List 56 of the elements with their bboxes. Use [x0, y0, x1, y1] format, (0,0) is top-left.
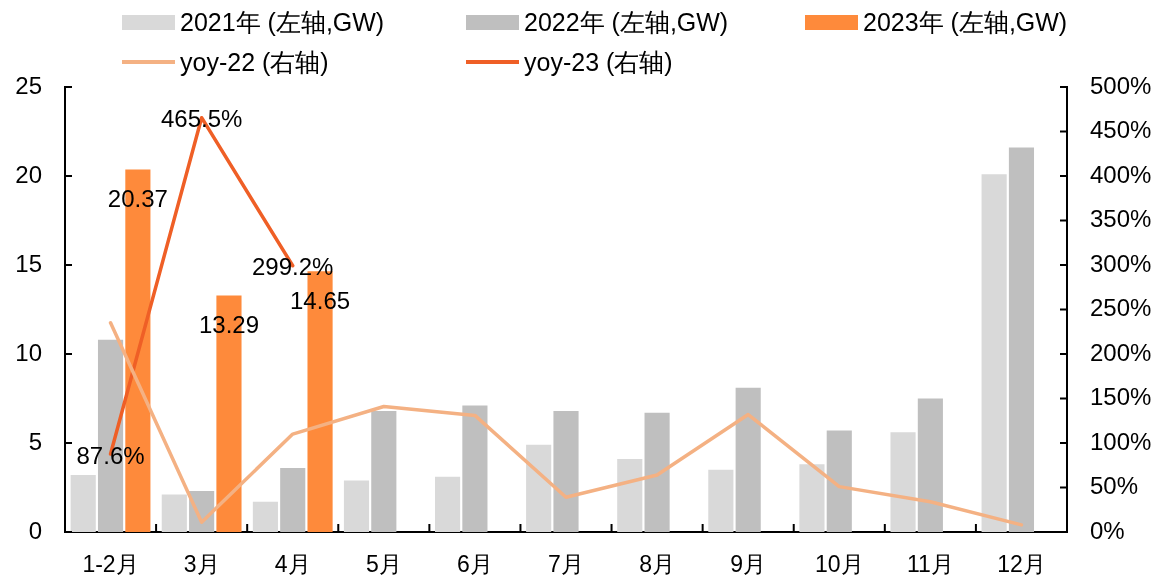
bar	[708, 469, 734, 532]
y-tick-label: 0	[28, 516, 42, 544]
bar	[735, 387, 761, 532]
legend-label: 2023年 (左轴,GW)	[863, 6, 1068, 38]
legend-label: 2021年 (左轴,GW)	[180, 6, 385, 38]
y2-tick-label: 300%	[1090, 249, 1152, 277]
x-tick-label: 3月	[183, 551, 220, 578]
y-tick-label: 5	[28, 427, 42, 455]
y2-tick-label: 350%	[1090, 205, 1152, 233]
y2-tick-label: 200%	[1090, 338, 1152, 366]
x-tick-label: 8月	[639, 551, 675, 578]
bar	[343, 480, 370, 532]
y2-tick-label: 250%	[1090, 294, 1152, 322]
bar	[617, 459, 643, 532]
y2-tick-label: 500%	[1090, 71, 1152, 99]
y2-tick-label: 0%	[1090, 516, 1125, 544]
legend-label: yoy-23 (右轴)	[524, 46, 673, 78]
bar	[1008, 147, 1035, 532]
x-tick-label: 10月	[814, 551, 864, 578]
bar	[826, 430, 852, 532]
bar	[161, 494, 187, 532]
bar	[526, 444, 552, 532]
bar	[371, 410, 397, 532]
y-tick-label: 20	[15, 160, 42, 188]
data-label: 465.5%	[160, 105, 243, 133]
x-tick-label: 6月	[457, 551, 493, 578]
y-tick-label: 15	[15, 249, 42, 277]
bar	[890, 432, 916, 532]
y2-tick-label: 100%	[1090, 427, 1152, 455]
data-label: 87.6%	[76, 441, 145, 469]
y-tick-label: 10	[15, 338, 42, 366]
y2-tick-label: 400%	[1090, 160, 1152, 188]
y-tick-label: 25	[15, 71, 42, 99]
x-tick-label: 7月	[548, 551, 584, 578]
bar	[70, 475, 96, 532]
x-tick-label: 4月	[274, 551, 311, 578]
y2-tick-label: 150%	[1090, 383, 1152, 411]
y2-tick-label: 450%	[1090, 116, 1152, 144]
bar	[435, 476, 461, 532]
data-label: 299.2%	[252, 253, 334, 281]
bar	[462, 405, 488, 532]
y2-tick-label: 50%	[1090, 472, 1139, 500]
bar	[280, 467, 306, 532]
x-tick-label: 9月	[730, 551, 767, 578]
legend-label: 2022年 (左轴,GW)	[524, 6, 729, 38]
bar	[981, 174, 1007, 532]
x-tick-label: 1-2月	[82, 551, 139, 578]
bar	[252, 501, 278, 532]
bar	[799, 464, 825, 532]
x-tick-label: 12月	[997, 551, 1046, 578]
bar	[644, 412, 670, 532]
x-tick-label: 5月	[365, 551, 402, 578]
bar	[553, 410, 579, 532]
x-tick-label: 11月	[906, 551, 954, 578]
legend-label: yoy-22 (右轴)	[180, 46, 329, 78]
bar	[917, 398, 943, 532]
